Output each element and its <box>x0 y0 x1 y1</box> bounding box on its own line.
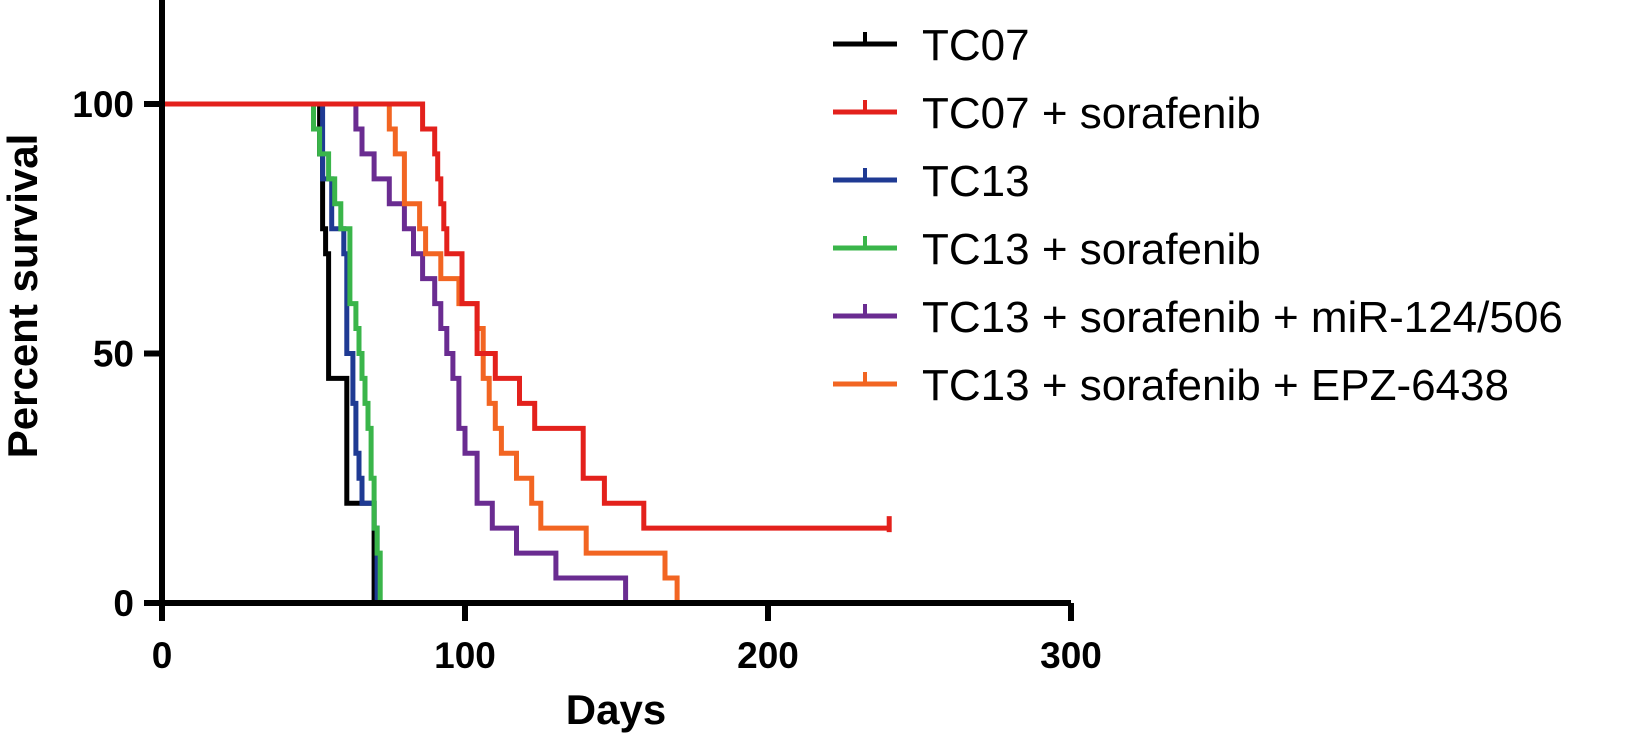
legend-label-3: TC13 + sorafenib <box>922 225 1261 274</box>
series-line-5 <box>162 101 680 603</box>
y-axis-title: Percent survival <box>0 134 46 459</box>
x-tick-label-0: 0 <box>152 635 173 676</box>
y-tick-label-0: 0 <box>113 583 134 624</box>
series-line-4 <box>162 101 629 603</box>
legend-label-4: TC13 + sorafenib + miR-124/506 <box>922 293 1563 342</box>
series-line-3 <box>162 101 383 603</box>
series-line-2 <box>162 101 380 603</box>
x-axis-title: Days <box>566 686 666 733</box>
legend-label-5: TC13 + sorafenib + EPZ-6438 <box>922 361 1509 410</box>
x-tick-label-3: 300 <box>1040 635 1102 676</box>
x-tick-label-2: 200 <box>737 635 799 676</box>
series-line-0 <box>162 101 377 603</box>
y-tick-label-2: 100 <box>72 84 134 125</box>
legend-label-1: TC07 + sorafenib <box>922 89 1261 138</box>
legend-label-0: TC07 <box>922 21 1030 70</box>
ticks: 0 100 200 300 0 50 100 <box>72 84 1102 676</box>
legend-label-2: TC13 <box>922 157 1030 206</box>
legend: TC07 TC07 + sorafenib TC13 TC13 + sorafenib… <box>833 21 1563 410</box>
x-tick-label-1: 100 <box>434 635 496 676</box>
series-line-1 <box>162 101 890 531</box>
y-tick-label-1: 50 <box>93 334 134 375</box>
series-layer <box>162 101 892 603</box>
